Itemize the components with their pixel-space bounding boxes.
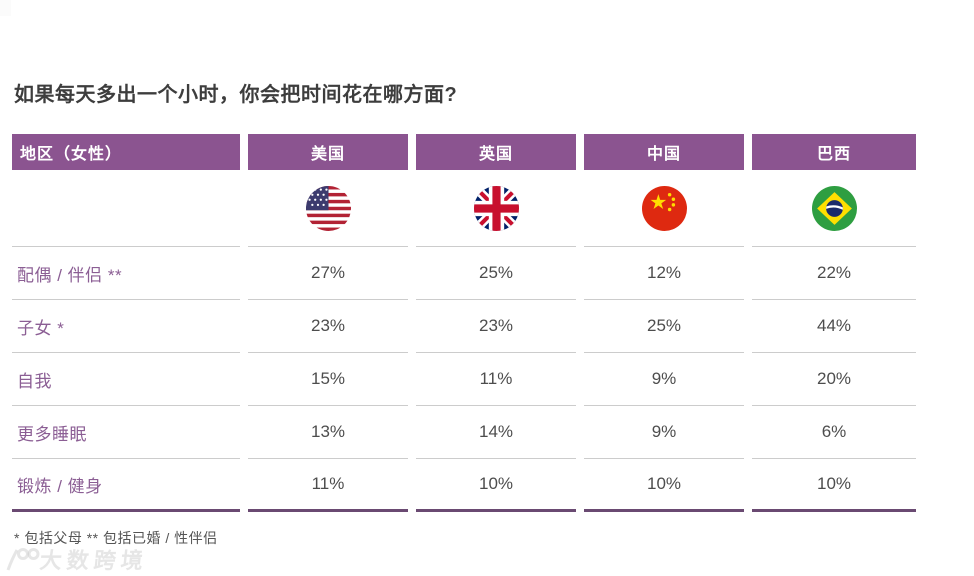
- value-cell: 10%: [584, 459, 744, 512]
- data-table: 地区（女性） 美国 英国 中国 巴西: [12, 134, 916, 512]
- value-cell: 11%: [248, 459, 408, 512]
- corner-artifact: [0, 0, 11, 16]
- value-cell: 44%: [752, 300, 916, 353]
- value-cell: 22%: [752, 247, 916, 300]
- value-cell: 23%: [248, 300, 408, 353]
- watermark-logo-icon: [6, 548, 40, 571]
- value-cell: 27%: [248, 247, 408, 300]
- value-cell: 9%: [584, 406, 744, 459]
- flag-cell-brazil: [752, 170, 916, 247]
- value-cell: 13%: [248, 406, 408, 459]
- footnote: * 包括父母 ** 包括已婚 / 性伴侣: [14, 530, 218, 546]
- value-cell: 10%: [416, 459, 576, 512]
- flag-row-spacer: [12, 170, 240, 247]
- header-cell-china: 中国: [584, 134, 744, 170]
- value-cell: 25%: [584, 300, 744, 353]
- flag-cell-china: [584, 170, 744, 247]
- china-flag-icon: [641, 185, 687, 231]
- value-cell: 9%: [584, 353, 744, 406]
- value-cell: 6%: [752, 406, 916, 459]
- watermark-text: 大数跨境: [38, 548, 150, 573]
- watermark: 大数跨境: [2, 543, 150, 575]
- row-label-children: 子女 *: [12, 300, 240, 353]
- value-cell: 14%: [416, 406, 576, 459]
- row-label-exercise: 锻炼 / 健身: [12, 459, 240, 512]
- usa-flag-icon: [305, 185, 351, 231]
- flag-cell-usa: [248, 170, 408, 247]
- header-cell-uk: 英国: [416, 134, 576, 170]
- uk-flag-icon: [473, 185, 519, 231]
- value-cell: 15%: [248, 353, 408, 406]
- brazil-flag-icon: [811, 185, 857, 231]
- flag-cell-uk: [416, 170, 576, 247]
- row-label-self: 自我: [12, 353, 240, 406]
- value-cell: 11%: [416, 353, 576, 406]
- value-cell: 10%: [752, 459, 916, 512]
- header-cell-region: 地区（女性）: [12, 134, 240, 170]
- row-label-more-sleep: 更多睡眠: [12, 406, 240, 459]
- value-cell: 25%: [416, 247, 576, 300]
- header-cell-usa: 美国: [248, 134, 408, 170]
- value-cell: 12%: [584, 247, 744, 300]
- row-label-spouse: 配偶 / 伴侣 **: [12, 247, 240, 300]
- header-cell-brazil: 巴西: [752, 134, 916, 170]
- page-title: 如果每天多出一个小时，你会把时间花在哪方面?: [14, 84, 458, 106]
- value-cell: 23%: [416, 300, 576, 353]
- value-cell: 20%: [752, 353, 916, 406]
